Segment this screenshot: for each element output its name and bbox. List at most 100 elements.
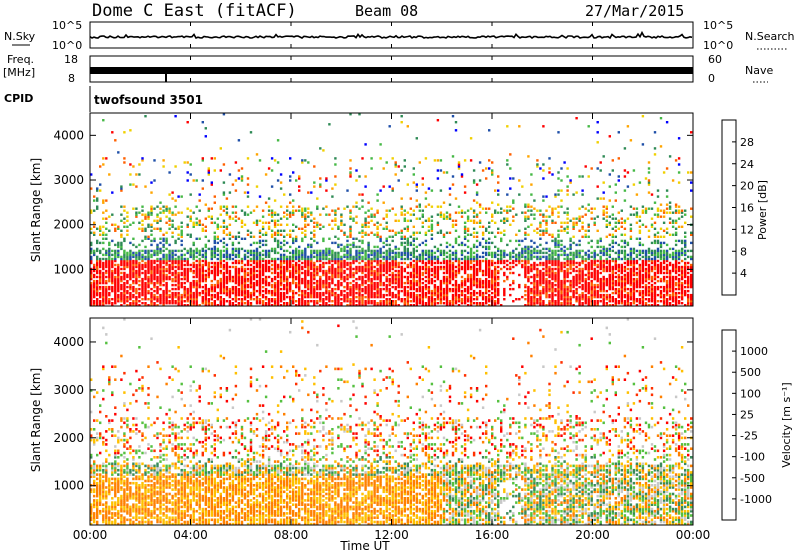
heatmap-cell bbox=[373, 295, 376, 299]
heatmap-cell bbox=[475, 259, 479, 263]
heatmap-cell bbox=[313, 255, 316, 259]
heatmap-cell bbox=[542, 273, 545, 277]
heatmap-cell bbox=[551, 235, 554, 238]
heatmap-cell bbox=[313, 281, 316, 285]
heatmap-cell bbox=[391, 273, 394, 277]
heatmap-cell bbox=[267, 197, 271, 200]
heatmap-cell bbox=[494, 271, 497, 275]
heatmap-cell bbox=[497, 181, 500, 184]
heatmap-cell bbox=[165, 302, 168, 305]
heatmap-cell bbox=[313, 261, 316, 265]
heatmap-cell bbox=[316, 287, 319, 291]
heatmap-cell bbox=[391, 261, 394, 265]
heatmap-cell bbox=[457, 285, 461, 289]
heatmap-cell bbox=[147, 263, 150, 267]
heatmap-cell bbox=[219, 300, 222, 303]
heatmap-cell bbox=[485, 285, 488, 289]
heatmap-cell bbox=[409, 251, 412, 255]
heatmap-cell bbox=[261, 225, 265, 228]
heatmap-cell bbox=[509, 239, 512, 243]
heatmap-cell bbox=[485, 227, 488, 230]
heatmap-cell bbox=[261, 249, 265, 253]
heatmap-cell bbox=[258, 291, 262, 295]
heatmap-cell bbox=[276, 275, 280, 279]
heatmap-cell bbox=[117, 267, 120, 271]
heatmap-cell bbox=[210, 257, 213, 261]
heatmap-cell bbox=[578, 219, 581, 222]
heatmap-cell bbox=[304, 229, 307, 232]
heatmap-cell bbox=[156, 304, 159, 307]
heatmap-cell bbox=[307, 211, 310, 214]
heatmap-cell bbox=[162, 261, 165, 265]
heatmap-cell bbox=[403, 237, 406, 240]
heatmap-cell bbox=[421, 249, 424, 253]
heatmap-cell bbox=[572, 241, 575, 245]
heatmap-cell bbox=[554, 287, 557, 291]
heatmap-cell bbox=[488, 241, 491, 245]
heatmap-cell bbox=[593, 271, 596, 275]
heatmap-cell bbox=[557, 279, 560, 283]
heatmap-cell bbox=[310, 257, 313, 261]
heatmap-cell bbox=[418, 255, 421, 259]
heatmap-cell bbox=[578, 304, 581, 307]
heatmap-cell bbox=[222, 245, 226, 249]
heatmap-cell bbox=[403, 302, 406, 305]
heatmap-cell bbox=[448, 271, 452, 275]
heatmap-cell bbox=[337, 287, 340, 291]
heatmap-cell bbox=[279, 205, 283, 208]
heatmap-cell bbox=[198, 281, 201, 285]
heatmap-cell bbox=[475, 304, 479, 307]
heatmap-cell bbox=[147, 267, 150, 271]
heatmap-cell bbox=[524, 231, 527, 234]
heatmap-cell bbox=[530, 239, 533, 243]
heatmap-cell bbox=[457, 293, 461, 297]
heatmap-cell bbox=[557, 261, 560, 265]
heatmap-cell bbox=[168, 207, 171, 210]
heatmap-cell bbox=[273, 251, 277, 255]
heatmap-cell bbox=[156, 275, 159, 279]
heatmap-cell bbox=[198, 199, 201, 202]
heatmap-cell bbox=[364, 300, 367, 303]
heatmap-cell bbox=[557, 243, 560, 247]
heatmap-cell bbox=[376, 285, 379, 289]
heatmap-cell bbox=[313, 263, 316, 267]
heatmap-cell bbox=[352, 245, 355, 249]
heatmap-cell bbox=[590, 289, 593, 293]
heatmap-cell bbox=[270, 298, 274, 301]
heatmap-cell bbox=[385, 293, 388, 297]
heatmap-cell bbox=[563, 283, 566, 287]
heatmap-cell bbox=[388, 279, 391, 283]
heatmap-cell bbox=[264, 279, 268, 283]
heatmap-cell bbox=[349, 271, 352, 275]
heatmap-cell bbox=[129, 304, 132, 307]
heatmap-cell bbox=[141, 229, 144, 232]
heatmap-cell bbox=[283, 249, 286, 253]
heatmap-cell bbox=[361, 249, 364, 253]
heatmap-cell bbox=[310, 213, 313, 216]
heatmap-cell bbox=[147, 249, 150, 253]
heatmap-cell bbox=[436, 261, 440, 265]
heatmap-cell bbox=[129, 275, 132, 279]
heatmap-cell bbox=[587, 287, 590, 291]
heatmap-cell bbox=[584, 302, 587, 305]
heatmap-cell bbox=[379, 269, 382, 273]
heatmap-cell bbox=[527, 277, 530, 281]
heatmap-cell bbox=[364, 295, 367, 299]
heatmap-cell bbox=[126, 229, 129, 232]
heatmap-cell bbox=[409, 275, 412, 279]
heatmap-cell bbox=[135, 277, 138, 281]
heatmap-cell bbox=[406, 257, 409, 261]
heatmap-cell bbox=[192, 279, 195, 283]
heatmap-cell bbox=[322, 237, 325, 240]
heatmap-cell bbox=[509, 293, 512, 297]
heatmap-cell bbox=[533, 277, 536, 281]
heatmap-cell bbox=[273, 223, 277, 226]
heatmap-cell bbox=[509, 253, 512, 257]
heatmap-cell bbox=[295, 275, 298, 279]
heatmap-cell bbox=[343, 249, 346, 253]
heatmap-cell bbox=[213, 273, 216, 277]
heatmap-cell bbox=[183, 287, 186, 291]
heatmap-cell bbox=[548, 271, 551, 275]
heatmap-cell bbox=[412, 300, 415, 303]
heatmap-cell bbox=[201, 253, 204, 257]
